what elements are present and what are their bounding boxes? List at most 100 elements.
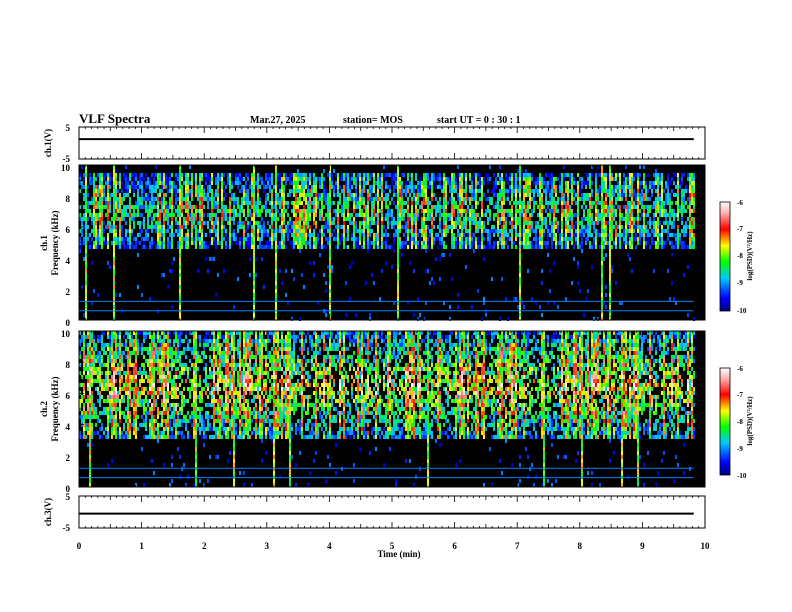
spectrogram-cell (683, 205, 685, 209)
spectrogram-cell (397, 301, 399, 305)
spectrogram-cell (353, 205, 355, 209)
spectrogram-cell (167, 241, 169, 245)
spectrogram-cell (267, 181, 269, 185)
spectrogram-cell (351, 185, 353, 189)
spectrogram-cell (99, 399, 101, 403)
spectrogram-cell (535, 245, 537, 249)
spectrogram-cell (517, 233, 519, 237)
spectrogram-cell (397, 201, 399, 205)
spectrogram-cell (435, 209, 437, 213)
spectrogram-cell (287, 301, 289, 305)
spectrogram-cell (469, 197, 471, 201)
spectrogram-cell (87, 399, 89, 403)
spectrogram-cell (681, 177, 683, 181)
spectrogram-cell (245, 217, 247, 221)
spectrogram-cell (157, 213, 159, 217)
spectrogram-cell (353, 201, 355, 205)
spectrogram-cell (181, 201, 183, 205)
spectrogram-cell (383, 217, 385, 221)
spectrogram-cell (247, 197, 249, 201)
spectrogram-cell (459, 237, 461, 241)
spectrogram-cell (513, 177, 515, 181)
spectrogram-cell (421, 201, 423, 205)
spectrogram-cell (101, 217, 103, 221)
spectrogram-cell (115, 411, 117, 415)
spectrogram-cell (521, 233, 523, 237)
spectrogram-cell (253, 185, 255, 189)
spectrogram-cell (539, 201, 541, 205)
spectrogram-cell (503, 245, 505, 249)
spectrogram-cell (615, 213, 617, 217)
spectrogram-cell (647, 241, 649, 245)
spectrogram-cell (103, 221, 105, 225)
spectrogram-cell (119, 201, 121, 205)
spectrogram-cell (669, 217, 671, 221)
spectrogram-cell (79, 241, 81, 245)
spectrogram-cell (407, 229, 409, 233)
spectrogram-cell (663, 205, 665, 209)
spectrogram-cell (305, 245, 307, 249)
spectrogram-cell (629, 209, 631, 213)
spectrogram-cell (431, 189, 433, 193)
spectrogram-cell (601, 297, 603, 301)
spectrogram-cell (643, 185, 645, 189)
spectrogram-cell (187, 177, 189, 181)
spectrogram-cell (101, 233, 103, 237)
spectrogram-cell (109, 181, 111, 185)
spectrogram-cell (115, 435, 117, 439)
spectrogram-cell (83, 415, 85, 419)
spectrogram-cell (113, 367, 115, 371)
spectrogram-cell (515, 245, 517, 249)
spectrogram-cell (289, 189, 291, 193)
spectrogram-cell (541, 217, 543, 221)
spectrogram-cell (533, 201, 535, 205)
spectrogram-cell (283, 201, 285, 205)
spectrogram-cell (155, 245, 157, 249)
spectrogram-cell (147, 193, 149, 197)
spectrogram-cell (319, 177, 321, 181)
spectrogram-cell (481, 229, 483, 233)
spectrogram-cell (431, 229, 433, 233)
spectrogram-cell (501, 193, 503, 197)
spectrogram-cell (397, 185, 399, 189)
spectrogram-cell (561, 197, 563, 201)
spectrogram-cell (123, 395, 125, 399)
spectrogram-cell (429, 201, 431, 205)
spectrogram-cell (147, 181, 149, 185)
spectrogram-cell (347, 225, 349, 229)
spectrogram-cell (115, 213, 117, 217)
spectrogram-cell (529, 217, 531, 221)
spectrogram-cell (275, 181, 277, 185)
spectrogram-cell (113, 181, 115, 185)
spectrogram-cell (211, 257, 213, 261)
spectrogram-cell (305, 193, 307, 197)
spectrogram-cell (601, 173, 603, 177)
spectrogram-cell (79, 403, 81, 407)
spectrogram-cell (303, 193, 305, 197)
spectrogram-cell (539, 173, 541, 177)
spectrogram-cell (341, 173, 343, 177)
spectrogram-cell (99, 427, 101, 431)
spectrogram-cell (271, 217, 273, 221)
spectrogram-cell (327, 173, 329, 177)
spectrogram-cell (259, 177, 261, 181)
spectrogram-cell (393, 225, 395, 229)
spectrogram-cell (589, 241, 591, 245)
spectrogram-cell (217, 177, 219, 181)
spectrogram-cell (203, 241, 205, 245)
spectrogram-cell (395, 193, 397, 197)
spectrogram-cell (125, 189, 127, 193)
spectrogram-cell (641, 233, 643, 237)
spectrogram-cell (119, 371, 121, 375)
spectrogram-cell (643, 197, 645, 201)
spectrogram-cell (155, 205, 157, 209)
spectrogram-cell (503, 229, 505, 233)
spectrogram-cell (259, 245, 261, 249)
spectrogram-cell (125, 343, 127, 347)
spectrogram-cell (225, 205, 227, 209)
spectrogram-cell (177, 241, 179, 245)
spectrogram-cell (641, 205, 643, 209)
spectrogram-cell (493, 241, 495, 245)
spectrogram-cell (89, 343, 91, 347)
spectrogram-cell (541, 245, 543, 249)
